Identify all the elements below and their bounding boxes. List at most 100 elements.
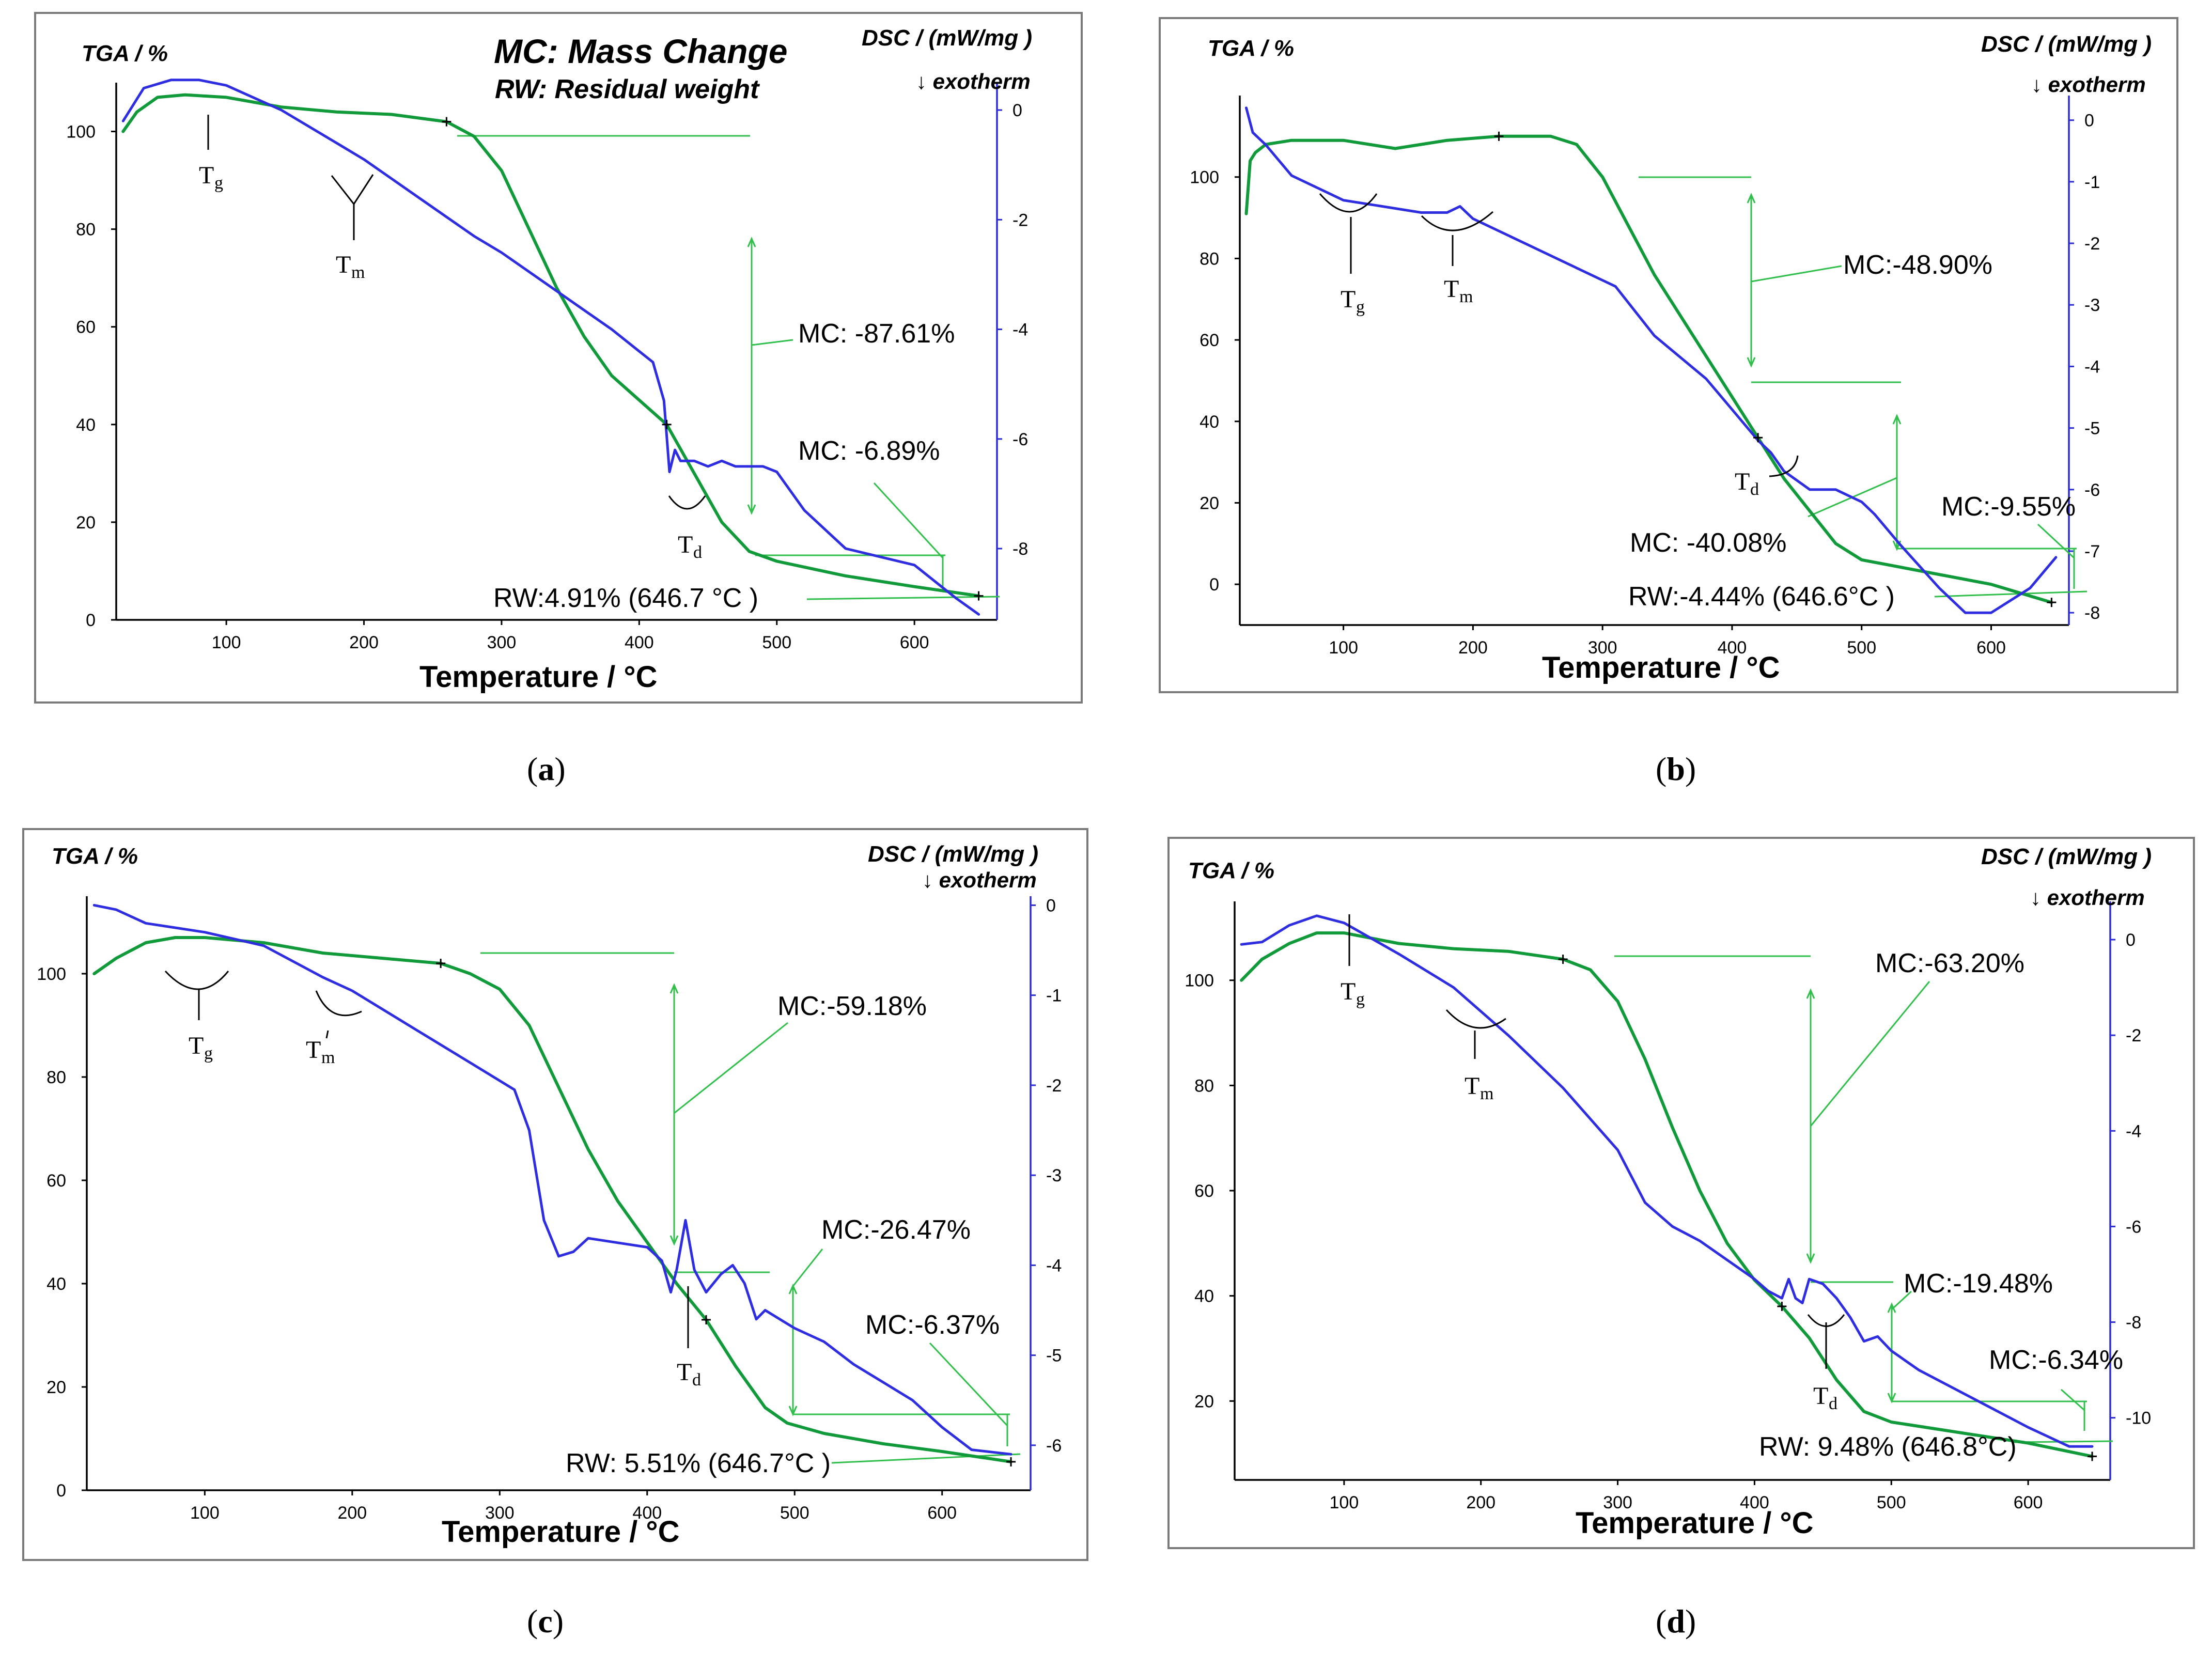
panel-b-dsc-curve	[1245, 106, 2058, 614]
panel-c-tg-marker: T g	[164, 970, 229, 1063]
x-tick-label: 400	[632, 1503, 662, 1523]
panel-a-dsc-axis-title: DSC / (mW/mg )	[862, 25, 1032, 51]
y-tick-label: 60	[1200, 331, 1219, 350]
svg-text:T: T	[678, 531, 693, 558]
panel-a-legend-mc: MC: Mass Change	[494, 32, 787, 70]
svg-text:d: d	[1829, 1394, 1837, 1413]
panel-a-caption: (a)	[527, 751, 566, 787]
y-tick-label: 100	[66, 122, 96, 142]
panel-c-tga-curve	[92, 936, 1012, 1463]
panel-a: 100 200 300 400 500 6000204060801000-2-4-6-8 …	[34, 12, 1083, 787]
panel-d-tga-curve	[1240, 931, 2094, 1458]
y-tick-label: 0	[86, 611, 96, 630]
y-tick-label: 80	[1200, 249, 1219, 269]
dsc-tick-label: -5	[2084, 419, 2100, 439]
x-tick-label: 300	[1603, 1493, 1632, 1512]
y-tick-label: 60	[76, 318, 96, 337]
x-tick-label: 100	[190, 1503, 220, 1523]
svg-text:m: m	[1480, 1084, 1493, 1103]
panel-d-annotation-mc3: MC:-6.34%	[1989, 1345, 2123, 1375]
y-tick-label: 40	[1194, 1287, 1214, 1306]
panel-c-axes: 100 200 300 400 500 600 0 20 40 60 80 100 0 -1 -2 -3 -4 -…	[37, 896, 1062, 1523]
panel-c-annotation-mc2: MC:-26.47%	[821, 1215, 971, 1245]
dsc-tick-label: -6	[2084, 480, 2100, 500]
svg-text:g: g	[1356, 990, 1365, 1009]
dsc-tick-label: -10	[2126, 1409, 2151, 1428]
panel-d-dsc-axis-title: DSC / (mW/mg )	[1981, 844, 2152, 869]
dsc-tick-label: -4	[2126, 1121, 2141, 1141]
panel-b-x-title: Temperature / °C	[1542, 651, 1780, 684]
dsc-tick-label: -4	[1012, 320, 1028, 340]
panel-b-annotation-mc2: MC: -40.08%	[1630, 528, 1786, 558]
panel-d-x-title: Temperature / °C	[1576, 1506, 1813, 1540]
panel-c-dsc-axis-title: DSC / (mW/mg )	[868, 841, 1038, 867]
panel-c-guides	[480, 952, 1021, 1464]
y-tick-label: 20	[1194, 1392, 1214, 1411]
svg-text:T: T	[1465, 1072, 1479, 1100]
svg-text:d: d	[693, 543, 702, 562]
panel-c-caption: (c)	[527, 1603, 564, 1640]
x-tick-label: 200	[1466, 1493, 1496, 1512]
panel-d-axes: 100 200 300 400 500 600 20 40 60 80 100 0 -2 -4 -6 -8 -1…	[1185, 901, 2151, 1512]
panel-d-exotherm-label: ↓ exotherm	[2030, 885, 2145, 910]
panel-c-tga-axis-title: TGA / %	[52, 844, 138, 869]
svg-text:m: m	[321, 1048, 335, 1067]
panel-d-tg-marker: T g	[1341, 914, 1365, 1009]
x-tick-label: 100	[212, 633, 241, 652]
dsc-tick-label: 0	[1012, 101, 1022, 120]
svg-text:T: T	[1444, 275, 1459, 303]
panel-d-annotation-rw: RW: 9.48% (646.8°C)	[1759, 1432, 2017, 1462]
panel-c-frame	[22, 828, 1088, 1561]
y-tick-label: 80	[76, 220, 96, 240]
panel-a-x-title: Temperature / °C	[419, 660, 657, 694]
y-tick-label: 60	[1194, 1181, 1214, 1201]
panel-a-series	[121, 79, 984, 616]
panel-d-tga-axis-title: TGA / %	[1188, 858, 1274, 883]
panel-d-guides	[1614, 955, 2113, 1443]
x-tick-label: 600	[927, 1503, 957, 1523]
svg-text:T: T	[1341, 286, 1356, 313]
y-tick-label: 0	[1209, 575, 1219, 595]
panel-c-annotation-rw: RW: 5.51% (646.7°C )	[566, 1448, 831, 1478]
dsc-tick-label: -5	[1046, 1346, 1062, 1366]
panel-b-guides	[1639, 176, 2088, 598]
y-tick-label: 40	[46, 1274, 66, 1294]
panel-b-frame	[1159, 17, 2178, 693]
panel-b-exotherm-label: ↓ exotherm	[2031, 72, 2146, 97]
panel-b-td-marker: T d	[1735, 455, 1799, 499]
svg-text:m: m	[1459, 287, 1473, 306]
x-tick-label: 300	[485, 1503, 515, 1523]
panel-a-tga-axis-title: TGA / %	[82, 41, 168, 66]
y-tick-label: 20	[76, 513, 96, 533]
panel-c: 100 200 300 400 500 600 0 20 40 60 80 100 0 -1 -2 -3 -4 -…	[22, 828, 1088, 1640]
panel-a-annotation-mc2: MC: -6.89%	[798, 436, 940, 466]
x-tick-label: 500	[1847, 638, 1876, 658]
svg-text:T: T	[189, 1032, 204, 1059]
x-tick-label: 300	[1588, 638, 1617, 658]
panel-d-series	[1240, 914, 2097, 1461]
panel-b-tm-marker: T m	[1421, 211, 1493, 306]
svg-text:T: T	[199, 162, 214, 189]
panel-a-tg-marker: T g	[199, 115, 223, 193]
x-tick-label: 500	[780, 1503, 809, 1523]
x-tick-label: 400	[1718, 638, 1747, 658]
svg-text:g: g	[1356, 298, 1365, 317]
svg-text:d: d	[692, 1370, 701, 1390]
y-tick-label: 80	[1194, 1076, 1214, 1096]
x-tick-label: 200	[1458, 638, 1488, 658]
x-tick-label: 300	[487, 633, 517, 652]
panel-b-annotation-mc1: MC:-48.90%	[1843, 250, 1992, 280]
panel-a-annotation-rw: RW:4.91% (646.7 °C )	[493, 583, 758, 613]
x-tick-label: 600	[1976, 638, 2006, 658]
panel-b-axes: 100 200 300 400 500 600 0 20 40 60 80 100 0 -1 -2 -3 -4 -…	[1190, 96, 2100, 658]
panel-a-tm-marker: T m	[331, 174, 374, 282]
panel-c-series	[92, 903, 1016, 1466]
panel-c-dsc-curve	[92, 903, 1012, 1456]
panel-a-exotherm-label: ↓ exotherm	[916, 69, 1031, 93]
svg-text:g: g	[204, 1044, 213, 1063]
y-tick-label: 20	[1200, 493, 1219, 513]
panel-a-legend-rw: RW: Residual weight	[495, 74, 760, 104]
panel-d: 100 200 300 400 500 600 20 40 60 80 100 0 -2 -4 -6 -8 -1…	[1167, 837, 2195, 1640]
dsc-tick-label: -2	[2126, 1026, 2141, 1046]
